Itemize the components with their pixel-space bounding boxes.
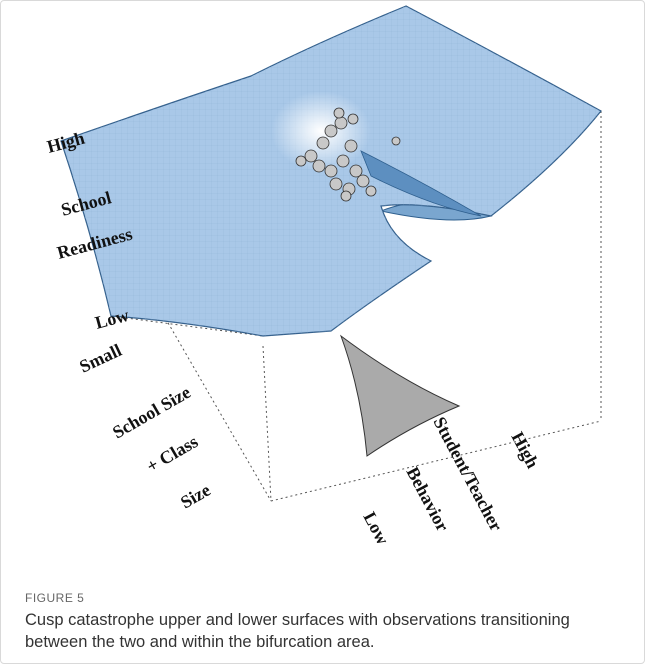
caption-label: FIGURE 5: [25, 591, 85, 605]
fold: [360, 150, 482, 217]
observations: [295, 107, 401, 202]
axis-label: School Size: [109, 382, 194, 443]
axis-label: Behavior: [402, 463, 453, 534]
cusp-plot: High School Readiness Low Small School S…: [45, 5, 602, 548]
axis-label: Low: [93, 305, 131, 333]
bifurcation-area: [339, 334, 461, 457]
axis-label: + Class: [143, 431, 201, 476]
caption-text: Cusp catastrophe upper and lower surface…: [25, 611, 570, 651]
axis-label: Low: [359, 508, 393, 547]
surface-highlight: [271, 91, 371, 171]
axis-label: Small: [76, 340, 124, 377]
axis-label: Size: [177, 480, 214, 513]
axis-label: High: [507, 428, 543, 471]
